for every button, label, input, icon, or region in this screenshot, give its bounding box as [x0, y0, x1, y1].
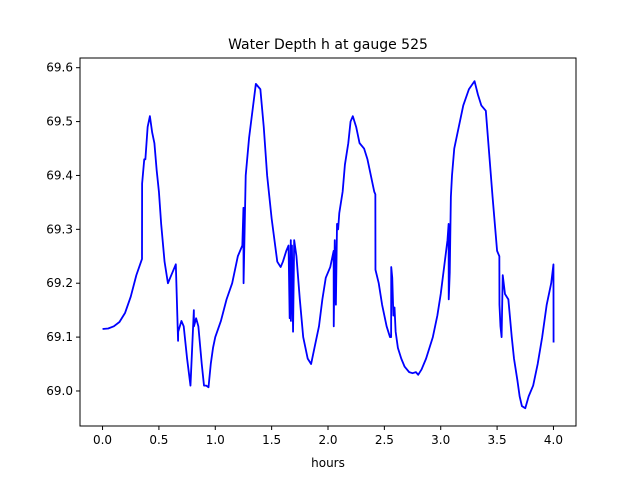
y-tick-label: 69.4: [46, 168, 73, 182]
x-tick-label: 2.5: [375, 433, 394, 447]
x-tick-label: 0.0: [93, 433, 112, 447]
y-tick-label: 69.1: [46, 330, 73, 344]
y-tick-label: 69.2: [46, 276, 73, 290]
y-tick-label: 69.6: [46, 61, 73, 75]
x-tick-label: 2.0: [318, 433, 337, 447]
x-axis-ticks: 0.0 0.5 1.0 1.5 2.0 2.5 3.0 3.5 4.0: [93, 426, 563, 447]
water-depth-series-line: [102, 80, 555, 410]
x-tick-label: 1.0: [206, 433, 225, 447]
y-tick-label: 69.3: [46, 222, 73, 236]
x-tick-label: 3.0: [431, 433, 450, 447]
x-tick-label: 1.5: [262, 433, 281, 447]
x-tick-label: 4.0: [544, 433, 563, 447]
plot-frame: [79, 57, 577, 427]
y-tick-label: 69.5: [46, 115, 73, 129]
x-tick-label: 3.5: [488, 433, 507, 447]
y-axis-ticks: 69.0 69.1 69.2 69.3 69.4 69.5 69.6: [46, 61, 80, 398]
plot-area: [80, 58, 576, 426]
y-tick-label: 69.0: [46, 384, 73, 398]
x-axis-label: hours: [311, 456, 345, 470]
chart-title: Water Depth h at gauge 525: [228, 37, 428, 53]
x-tick-label: 0.5: [149, 433, 168, 447]
